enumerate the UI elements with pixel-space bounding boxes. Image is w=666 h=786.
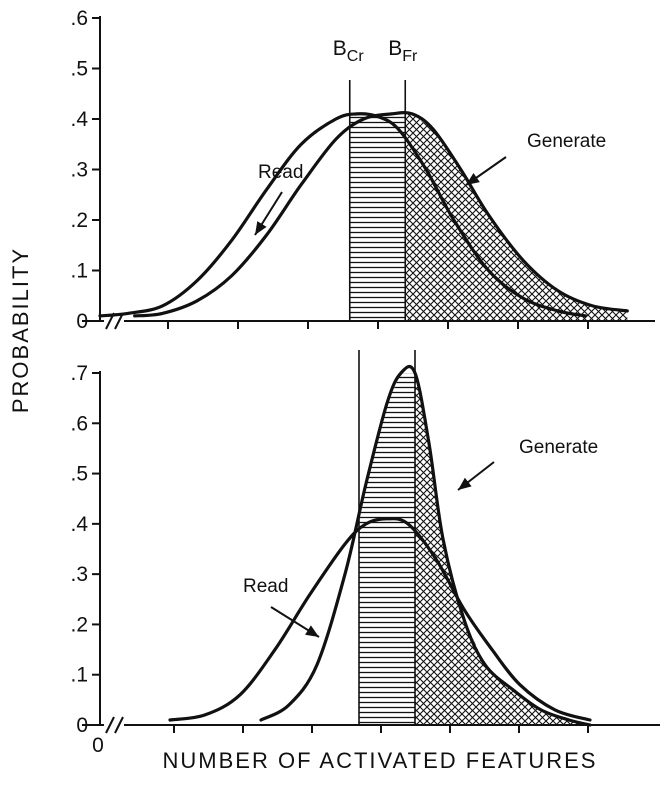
y-tick-label: .6 bbox=[70, 7, 88, 30]
read-curve bbox=[98, 112, 588, 318]
region-generate-above-criterion bbox=[415, 373, 590, 725]
y-tick-label: .1 bbox=[70, 260, 88, 283]
top-panel: 0 .1 .2 .3 .4 .5 .6 BCr BFr Read Generate bbox=[70, 7, 655, 333]
axis-break-mark bbox=[114, 716, 124, 734]
y-tick-label: .7 bbox=[70, 362, 88, 385]
y-tick-label: .5 bbox=[70, 463, 88, 486]
x-axis-title: NUMBER OF ACTIVATED FEATURES bbox=[163, 748, 598, 773]
y-tick-label: .4 bbox=[70, 513, 88, 536]
y-tick-label: .3 bbox=[70, 563, 88, 586]
bottom-panel: 0 .1 .2 .3 .4 .5 .6 .7 Read Generate bbox=[70, 350, 660, 737]
region-between-boundaries bbox=[349, 113, 406, 322]
y-tick-label: 0 bbox=[76, 714, 88, 737]
y-tick-label: .2 bbox=[70, 613, 88, 636]
read-label: Read bbox=[243, 576, 288, 597]
read-curve bbox=[168, 517, 592, 722]
read-label: Read bbox=[258, 162, 303, 183]
generate-curve bbox=[133, 110, 629, 318]
region-between-boundaries bbox=[359, 373, 415, 725]
y-axis-title: PROBABILITY bbox=[8, 247, 33, 413]
y-tick-label: 0 bbox=[76, 310, 88, 333]
generate-label: Generate bbox=[519, 437, 598, 458]
y-tick-label: .6 bbox=[70, 412, 88, 435]
read-arrowhead bbox=[255, 221, 267, 235]
y-tick-label: .4 bbox=[70, 108, 88, 131]
region-generate-above-criterion bbox=[405, 113, 628, 322]
generate-curve bbox=[259, 364, 592, 727]
read-arrowhead bbox=[305, 625, 319, 637]
y-tick-label: .2 bbox=[70, 209, 88, 232]
y-tick-label: .1 bbox=[70, 664, 88, 687]
criterion-label-b-fr: BFr bbox=[388, 37, 418, 65]
x-origin-label: 0 bbox=[92, 734, 104, 757]
y-tick-label: .5 bbox=[70, 58, 88, 81]
generate-label: Generate bbox=[527, 131, 606, 152]
criterion-label-b-cr: BCr bbox=[333, 37, 365, 65]
generate-arrowhead bbox=[458, 477, 472, 490]
generate-arrowhead bbox=[466, 173, 480, 185]
y-tick-label: .3 bbox=[70, 159, 88, 182]
axis-break-mark bbox=[105, 716, 115, 734]
